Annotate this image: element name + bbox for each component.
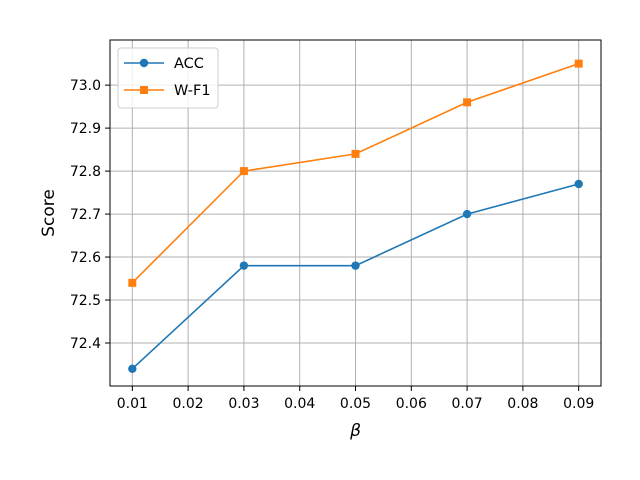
data-point-acc bbox=[128, 364, 137, 374]
x-tick-label: 0.08 bbox=[507, 396, 538, 412]
x-tick-label: 0.06 bbox=[396, 396, 427, 412]
y-tick-label: 72.9 bbox=[70, 121, 101, 137]
y-tick-label: 72.4 bbox=[70, 336, 101, 352]
legend-label-w-f1: W-F1 bbox=[174, 83, 211, 99]
x-tick-label: 0.04 bbox=[284, 396, 315, 412]
data-point-w-f1 bbox=[463, 98, 472, 107]
legend-marker-w-f1 bbox=[140, 86, 148, 94]
data-point-w-f1 bbox=[239, 167, 248, 176]
y-axis-label: Score bbox=[39, 189, 59, 237]
legend-label-acc: ACC bbox=[174, 56, 204, 72]
x-tick-label: 0.03 bbox=[228, 396, 259, 412]
grid bbox=[110, 40, 601, 386]
y-tick-label: 72.6 bbox=[70, 250, 101, 266]
data-point-w-f1 bbox=[128, 278, 137, 287]
x-tick-label: 0.07 bbox=[452, 396, 483, 412]
data-point-acc bbox=[239, 261, 249, 270]
legend-marker-acc bbox=[139, 58, 149, 68]
x-axis-label: β bbox=[349, 421, 361, 441]
y-tick-label: 72.8 bbox=[70, 164, 101, 180]
x-tick-label: 0.02 bbox=[173, 396, 204, 412]
x-tick-label: 0.01 bbox=[117, 396, 148, 412]
y-tick-label: 72.7 bbox=[70, 207, 101, 223]
x-tick-label: 0.09 bbox=[563, 396, 594, 412]
y-axis: 72.4 72.5 72.6 72.7 72.8 72.9 73.0 bbox=[70, 78, 110, 352]
data-point-acc bbox=[574, 179, 583, 189]
data-point-acc bbox=[462, 209, 472, 219]
data-point-acc bbox=[351, 261, 360, 270]
x-axis: 0.01 0.02 0.03 0.04 0.05 0.06 0.07 0.08 0.09 bbox=[117, 386, 594, 412]
y-tick-label: 72.5 bbox=[70, 293, 101, 309]
legend: ACC W-F1 bbox=[117, 47, 219, 109]
series-layer bbox=[128, 59, 583, 374]
data-point-w-f1 bbox=[351, 149, 360, 158]
x-tick-label: 0.05 bbox=[340, 396, 371, 412]
y-tick-label: 73.0 bbox=[70, 78, 101, 94]
data-point-w-f1 bbox=[574, 59, 583, 68]
